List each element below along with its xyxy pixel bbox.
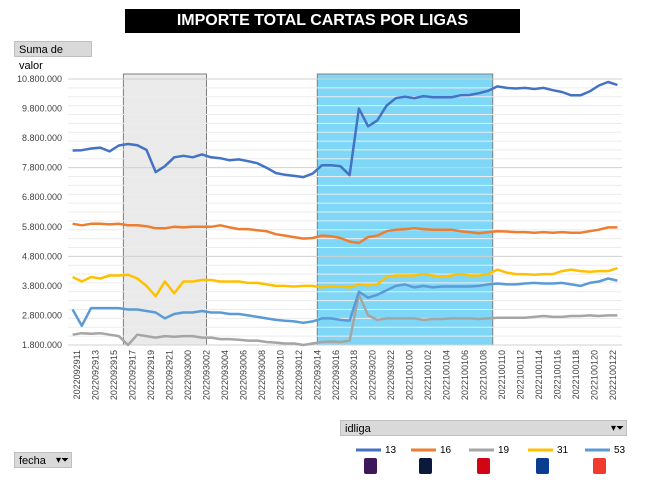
legend: 13 16 19 31 53 [356,445,626,474]
x-tick-label: 2022093020 [368,350,378,400]
series-line-31 [72,267,618,298]
x-tick-label: 2022100116 [552,350,562,399]
x-tick-label: 2022100112 [515,350,525,399]
y-tick-label: 2.800.000 [22,310,62,320]
y-tick-label: 9.800.000 [22,104,62,114]
legend-label: 53 [614,445,626,456]
x-tick-label: 2022100102 [423,350,433,400]
legend-label: 31 [557,445,569,456]
series-line-19 [72,293,618,347]
x-tick-label: 2022093012 [294,350,304,400]
y-tick-label: 5.800.000 [22,222,62,232]
x-tick-label: 2022093002 [202,350,212,400]
y-tick-label: 4.800.000 [22,251,62,261]
x-tick-label: 2022092917 [128,350,138,400]
x-tick-label: 2022093022 [386,350,396,400]
x-tick-label: 2022092913 [91,350,101,400]
x-tick-label: 2022100120 [589,350,599,400]
y-axis-ticks: 1.800.000 2.800.000 3.800.000 4.800.000 5.80… [17,74,62,350]
x-tick-label: 2022100106 [460,350,470,400]
premier-league-logo-icon [364,458,377,474]
x-tick-label: 2022092921 [165,350,175,400]
y-tick-label: 10.800.000 [17,74,62,84]
x-tick-label: 2022092915 [109,350,119,400]
laliga-logo-icon [593,458,606,474]
x-tick-label: 2022093016 [331,350,341,400]
x-tick-label: 2022093000 [183,350,193,400]
bundesliga-logo-icon [477,458,490,474]
x-tick-label: 2022093018 [349,350,359,400]
y-tick-label: 8.800.000 [22,133,62,143]
x-tick-label: 2022100108 [479,350,489,400]
x-tick-label: 2022100122 [608,350,618,400]
filter-funnel-icon: ▾⏷ [55,455,69,466]
serie-a-logo-icon [536,458,549,474]
legend-field-label: idliga [345,423,371,435]
y-tick-label: 7.800.000 [22,163,62,173]
highlight-band [316,73,494,346]
x-tick-label: 2022100110 [497,350,507,399]
date-field-label: fecha [19,455,46,467]
value-field-button[interactable]: Suma de valor [14,41,92,72]
x-tick-label: 2022100100 [405,350,415,400]
x-tick-label: 2022100118 [571,350,581,399]
series-line-53 [71,277,618,328]
grid-lines [68,78,622,346]
ligue-1-logo-icon [419,458,432,474]
series-lines [71,80,618,347]
legend-label: 16 [440,445,452,456]
y-tick-label: 1.800.000 [22,340,62,350]
legend-field-button[interactable]: idliga ▾⏷ [340,420,627,436]
x-tick-label: 2022093014 [312,350,322,400]
x-tick-label: 2022100104 [442,350,452,400]
x-axis-ticks: 2022092911 2022092913 2022092915 2022092917… [72,350,618,400]
x-tick-label: 2022093010 [275,350,285,400]
x-tick-label: 2022093004 [220,350,230,400]
x-tick-label: 2022100114 [534,350,544,399]
legend-label: 13 [385,445,397,456]
legend-label: 19 [498,445,510,456]
x-tick-label: 2022092919 [146,350,156,400]
x-tick-label: 2022093008 [257,350,267,400]
y-tick-label: 6.800.000 [22,192,62,202]
series-line-16 [72,222,618,245]
highlight-band [122,73,207,346]
filter-funnel-icon: ▾⏷ [610,423,624,434]
series-line-13 [72,80,618,179]
highlight-bands [122,73,494,346]
chart-title: IMPORTE TOTAL CARTAS POR LIGAS [125,9,520,33]
y-tick-label: 3.800.000 [22,281,62,291]
x-tick-label: 2022092911 [72,350,82,399]
x-tick-label: 2022093006 [238,350,248,400]
date-field-button[interactable]: fecha ▾⏷ [14,452,72,468]
